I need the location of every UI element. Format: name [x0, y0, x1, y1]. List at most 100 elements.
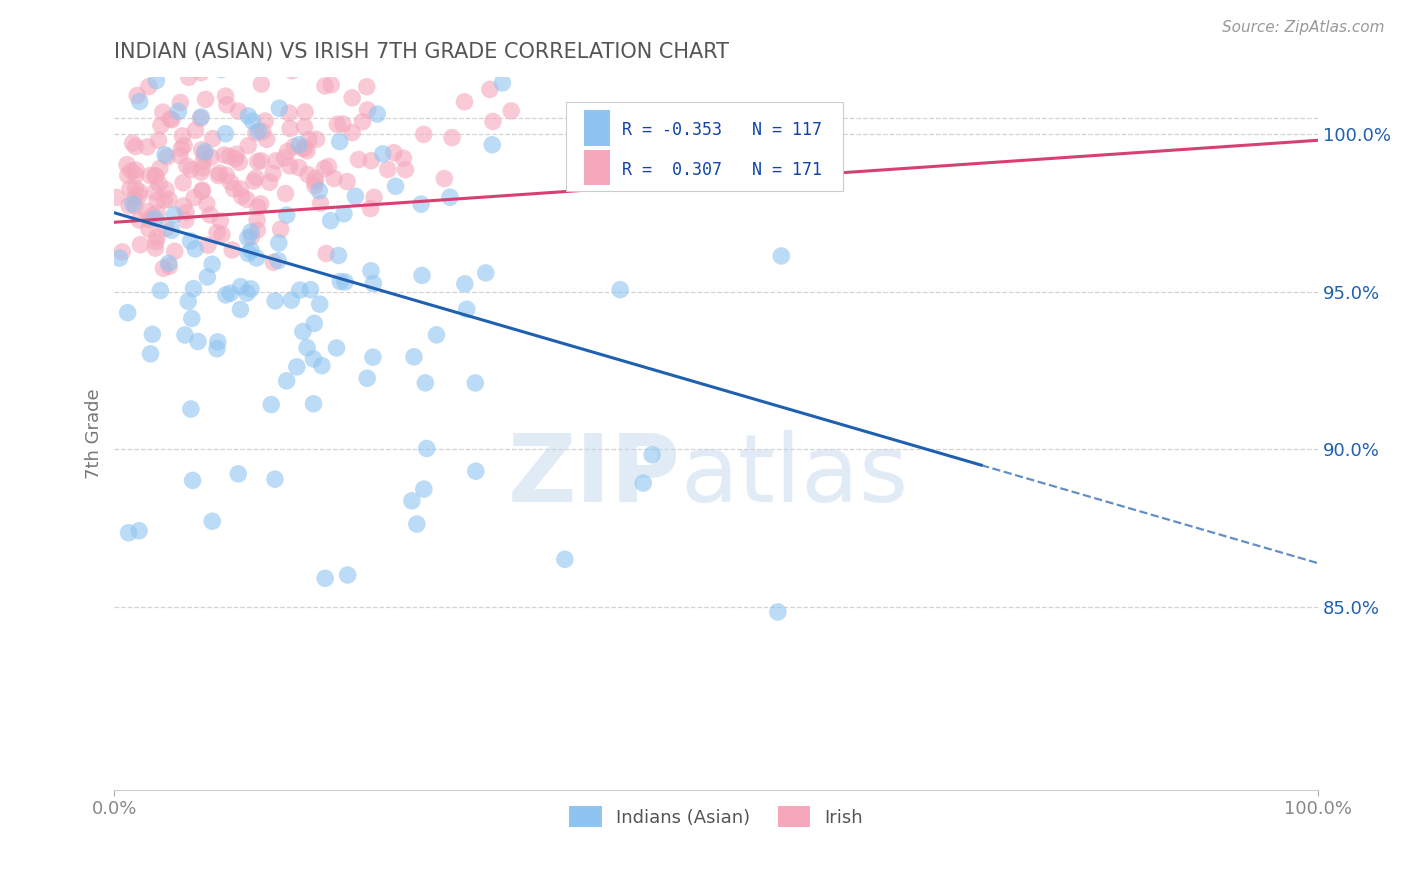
Indians (Asian) [209, 62, 232, 77]
Indians (Asian) [180, 311, 202, 326]
Irish [360, 153, 382, 168]
Indians (Asian) [356, 371, 378, 385]
Indians (Asian) [201, 514, 224, 528]
Irish [274, 186, 297, 201]
Irish [352, 114, 374, 128]
Irish [190, 65, 212, 79]
Indians (Asian) [194, 145, 217, 159]
Irish [246, 223, 269, 237]
Irish [138, 79, 160, 94]
Indians (Asian) [143, 211, 166, 226]
Irish [143, 185, 166, 199]
Irish [148, 177, 170, 191]
Indians (Asian) [267, 235, 290, 250]
Irish [191, 154, 214, 169]
Indians (Asian) [415, 376, 437, 390]
Irish [228, 104, 250, 119]
Irish [347, 153, 370, 167]
Irish [246, 213, 269, 227]
Indians (Asian) [336, 568, 359, 582]
Irish [211, 37, 233, 51]
Indians (Asian) [299, 283, 322, 297]
Indians (Asian) [181, 474, 204, 488]
Irish [229, 182, 252, 196]
FancyBboxPatch shape [583, 111, 610, 146]
Irish [200, 150, 222, 164]
Indians (Asian) [236, 231, 259, 245]
Irish [190, 165, 212, 179]
Indians (Asian) [491, 76, 513, 90]
Irish [304, 171, 326, 186]
Irish [170, 142, 193, 156]
Indians (Asian) [260, 398, 283, 412]
Indians (Asian) [311, 359, 333, 373]
Irish [145, 169, 167, 184]
Irish [314, 161, 336, 176]
Irish [155, 221, 177, 235]
Irish [111, 244, 134, 259]
Irish [221, 243, 243, 257]
Irish [207, 169, 229, 183]
Indians (Asian) [238, 109, 260, 123]
Irish [205, 226, 228, 240]
Indians (Asian) [412, 482, 434, 496]
Indians (Asian) [128, 524, 150, 538]
Irish [298, 132, 321, 146]
Indians (Asian) [304, 317, 326, 331]
Irish [323, 171, 346, 186]
Y-axis label: 7th Grade: 7th Grade [86, 388, 103, 479]
Indians (Asian) [302, 351, 325, 366]
Indians (Asian) [195, 270, 218, 285]
Indians (Asian) [474, 266, 496, 280]
Irish [117, 169, 139, 183]
Indians (Asian) [145, 73, 167, 87]
Irish [292, 142, 315, 156]
Indians (Asian) [205, 342, 228, 356]
Indians (Asian) [240, 244, 263, 258]
Indians (Asian) [770, 249, 793, 263]
Irish [138, 222, 160, 236]
Irish [262, 255, 284, 269]
Irish [250, 153, 273, 168]
Indians (Asian) [405, 517, 427, 532]
Indians (Asian) [456, 302, 478, 317]
Irish [136, 140, 159, 154]
Irish [356, 79, 378, 94]
Irish [382, 145, 405, 160]
Indians (Asian) [108, 251, 131, 265]
Indians (Asian) [149, 284, 172, 298]
Irish [278, 121, 301, 136]
Irish [191, 184, 214, 198]
FancyBboxPatch shape [583, 150, 610, 186]
Indians (Asian) [174, 328, 197, 343]
Irish [118, 199, 141, 213]
Irish [304, 175, 326, 189]
Irish [453, 95, 475, 109]
Irish [128, 213, 150, 227]
Indians (Asian) [308, 184, 330, 198]
Irish [295, 144, 318, 158]
Text: R =  0.307   N = 171: R = 0.307 N = 171 [623, 161, 823, 178]
Indians (Asian) [402, 350, 425, 364]
Irish [174, 205, 197, 219]
Irish [145, 235, 167, 249]
Indians (Asian) [285, 359, 308, 374]
Indians (Asian) [384, 179, 406, 194]
Irish [224, 152, 246, 166]
Irish [146, 206, 169, 220]
Indians (Asian) [264, 293, 287, 308]
Irish [141, 209, 163, 223]
Indians (Asian) [219, 286, 242, 301]
Irish [155, 183, 177, 197]
Indians (Asian) [291, 325, 314, 339]
Irish [149, 119, 172, 133]
Indians (Asian) [361, 350, 384, 364]
Irish [478, 82, 501, 96]
Irish [340, 91, 363, 105]
Irish [482, 114, 505, 128]
Indians (Asian) [190, 110, 212, 124]
Indians (Asian) [139, 347, 162, 361]
Indians (Asian) [633, 476, 655, 491]
Irish [146, 194, 169, 208]
Irish [360, 202, 382, 216]
